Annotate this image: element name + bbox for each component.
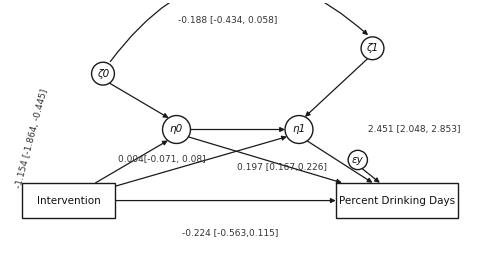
FancyBboxPatch shape <box>336 183 458 218</box>
Ellipse shape <box>361 37 384 60</box>
FancyArrowPatch shape <box>110 0 367 61</box>
Ellipse shape <box>285 116 313 143</box>
Text: η0: η0 <box>170 125 183 134</box>
Text: -0.224 [-0.563,0.115]: -0.224 [-0.563,0.115] <box>182 229 278 238</box>
Ellipse shape <box>92 62 114 85</box>
Ellipse shape <box>162 116 190 143</box>
Text: η1: η1 <box>292 125 306 134</box>
FancyBboxPatch shape <box>22 183 115 218</box>
Text: Percent Drinking Days: Percent Drinking Days <box>339 196 455 206</box>
Text: 2.451 [2.048, 2.853]: 2.451 [2.048, 2.853] <box>368 125 460 134</box>
Text: ζ0: ζ0 <box>97 69 109 79</box>
Text: -0.188 [-0.434, 0.058]: -0.188 [-0.434, 0.058] <box>178 16 278 25</box>
Text: ζ1: ζ1 <box>366 43 378 53</box>
Ellipse shape <box>348 150 368 170</box>
Text: εy: εy <box>352 155 364 165</box>
Text: -1.154 [-1.864, -0.445]: -1.154 [-1.864, -0.445] <box>14 88 50 189</box>
Text: 0.004[-0.071, 0.08]: 0.004[-0.071, 0.08] <box>118 155 206 164</box>
Text: Intervention: Intervention <box>37 196 100 206</box>
Text: 0.197 [0.167,0.226]: 0.197 [0.167,0.226] <box>237 163 327 172</box>
